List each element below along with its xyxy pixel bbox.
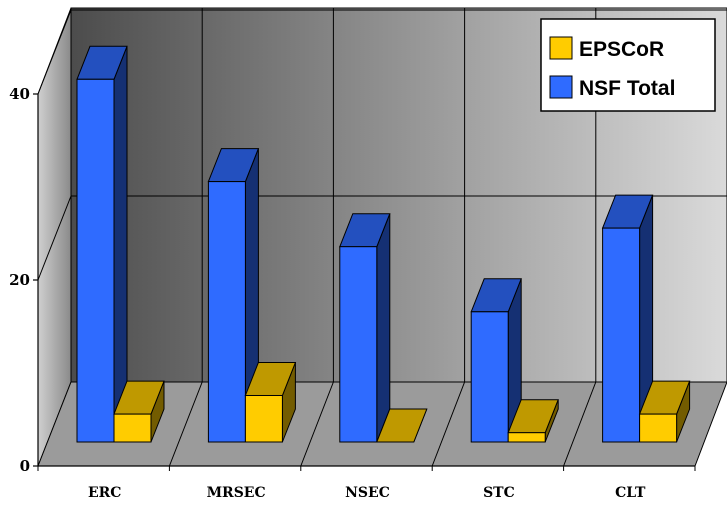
bar-epscor-nsec (376, 408, 428, 443)
bar-nsf-total-nsec-front (339, 246, 378, 443)
bar-epscor-stc-front (507, 432, 546, 443)
bar-nsf-total-erc (76, 45, 128, 443)
bar-nsf-total-stc-front (470, 311, 509, 443)
legend-label: EPSCoR (579, 38, 664, 61)
bar-nsf-total-erc-side (113, 46, 128, 443)
bar-nsf-total-nsec-side (376, 213, 391, 443)
bar-epscor-clt (638, 380, 691, 443)
y-tick-label: 40 (9, 85, 30, 103)
x-tick-label: CLT (615, 485, 646, 501)
x-tick-label: STC (483, 485, 515, 501)
y-tick-label: 20 (9, 271, 30, 289)
legend-swatch (549, 36, 573, 60)
legend-label: NSF Total (579, 77, 675, 100)
gridline-side (37, 195, 72, 281)
bar-nsf-total-erc-front (76, 78, 115, 443)
bar-nsf-total-nsec (339, 213, 391, 443)
bar-nsf-total-clt-front (602, 227, 641, 443)
bar-epscor-erc (113, 380, 165, 443)
bar-epscor-stc (507, 399, 559, 443)
gridline-side (37, 9, 72, 95)
bar-epscor-mrsec (244, 362, 297, 443)
floor-divider (431, 381, 466, 467)
bar-nsf-total-clt (601, 194, 654, 443)
bar-epscor-mrsec-front (244, 395, 283, 443)
x-tick-label: NSEC (345, 485, 390, 501)
floor-divider (168, 381, 203, 467)
bar-nsf-total-mrsec-front (207, 181, 246, 443)
bar-epscor-clt-front (639, 413, 678, 443)
bar-epscor-nsec-top (376, 408, 428, 443)
floor-divider (300, 381, 334, 467)
bar-nsf-total-mrsec (207, 148, 260, 443)
floor-divider (563, 381, 597, 467)
x-tick-label: ERC (88, 485, 121, 501)
bar-epscor-erc-front (113, 413, 152, 443)
x-tick-label: MRSEC (207, 485, 266, 501)
bar-nsf-total-stc (470, 278, 522, 443)
legend-swatch (549, 75, 573, 99)
y-tick-label: 0 (20, 457, 30, 475)
